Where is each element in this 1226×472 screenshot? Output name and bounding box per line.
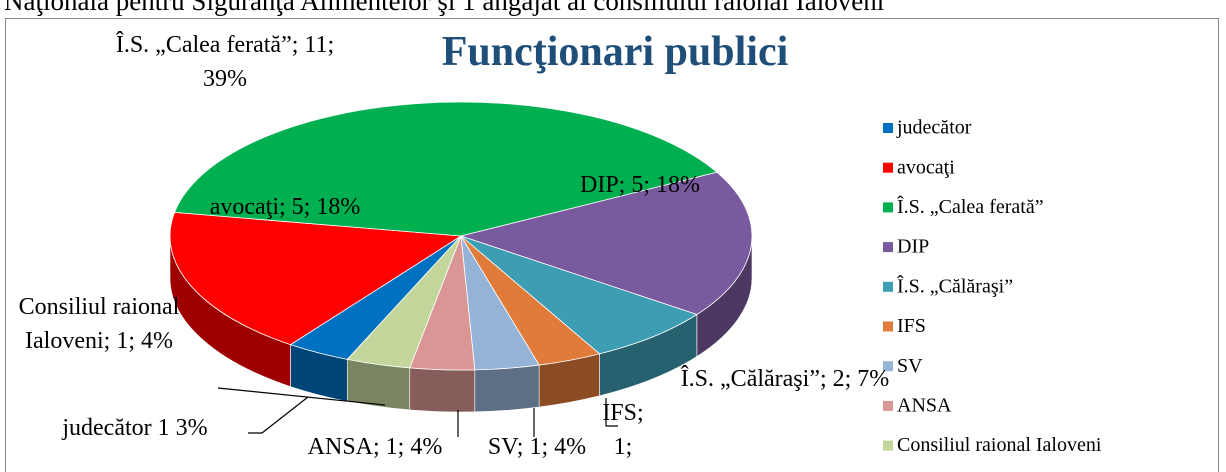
legend-label: IFS [897, 315, 926, 337]
chart-title: Funcţionari publici [441, 29, 789, 75]
data-label: judecător 1 3% [62, 415, 208, 441]
pie-tops [169, 101, 753, 371]
data-label: ANSA; 1; 4% [307, 434, 443, 460]
legend-label: Consiliul raional Ialoveni [897, 434, 1102, 456]
data-label: Consiliul raional Ialoveni; 1; 4% [18, 294, 180, 354]
pie-side [409, 367, 476, 413]
pie-slice [459, 171, 753, 315]
pie-slice [169, 211, 463, 346]
pie-slice [460, 235, 698, 355]
legend-label: Î.S. „Calea ferată” [897, 195, 1044, 218]
pie-slice [173, 101, 718, 237]
data-label: Î.S. „Calea ferată”; 11; 39% [115, 32, 335, 92]
legend-label: avocaţi [897, 156, 955, 178]
pie-slice [346, 235, 462, 369]
legend-swatch [883, 400, 893, 411]
legend-label: Î.S. „Călăraşi” [897, 274, 1013, 297]
leader-line [605, 398, 618, 427]
data-label: Î.S. „Călăraşi”; 2; 7% [680, 366, 890, 392]
legend-swatch [883, 281, 893, 292]
data-label: IFS; 1; [602, 400, 644, 460]
data-label: avocaţi; 5; 18% [209, 194, 361, 220]
pie-sides [169, 235, 753, 413]
heading: Naţională pentru Siguranţa Alimentelor ş… [4, 0, 885, 16]
legend-swatch [883, 123, 893, 133]
data-label: SV; 1; 4% [487, 434, 587, 460]
legend-swatch [883, 162, 893, 173]
legend-label: SV [897, 355, 923, 377]
legend-swatch [883, 202, 893, 213]
legend-swatch [883, 440, 893, 451]
legend-label: judecător [896, 117, 972, 139]
leader-line [217, 387, 386, 406]
legend-swatch [883, 242, 893, 253]
pie-side [474, 364, 540, 413]
leader-line [248, 396, 309, 434]
legend-swatch [883, 361, 893, 372]
legend-label: ANSA [897, 394, 952, 416]
pie [169, 101, 753, 413]
legend-swatch [883, 321, 893, 332]
chart-frame [5, 18, 1219, 472]
data-label: DIP; 5; 18% [580, 172, 700, 198]
legend: judecător avocaţi Î.S. „Calea ferată” DIP Î.… [883, 117, 1102, 456]
legend-label: DIP [897, 236, 929, 258]
leader-lines [217, 387, 618, 437]
